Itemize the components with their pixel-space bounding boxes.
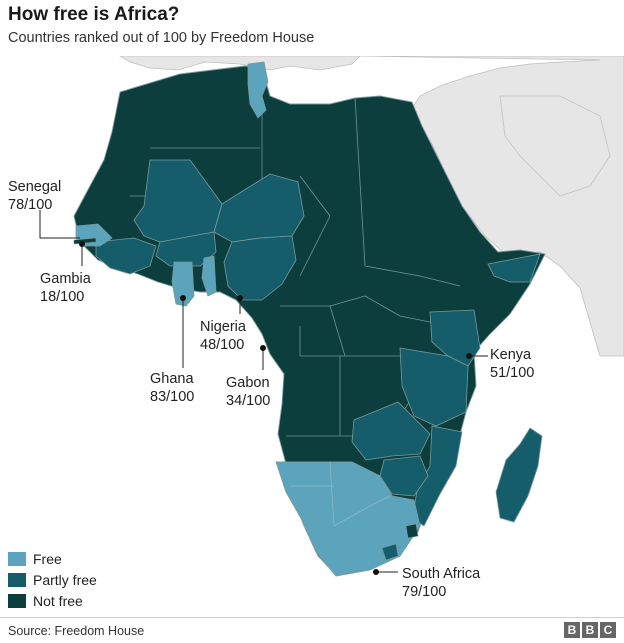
legend-label-partly-free: Partly free xyxy=(33,571,97,588)
chart-title: How free is Africa? xyxy=(8,4,180,25)
legend-item-free: Free xyxy=(8,548,97,569)
callout-senegal: Senegal 78/100 xyxy=(8,178,61,214)
lesotho-region xyxy=(381,543,399,561)
nigeria-region xyxy=(223,235,297,301)
callout-ghana: Ghana 83/100 xyxy=(150,370,194,406)
madagascar-region xyxy=(495,427,543,523)
gambia-dot xyxy=(79,241,85,247)
legend-swatch-free xyxy=(8,551,26,566)
africa-map xyxy=(0,56,624,616)
legend-label-free: Free xyxy=(33,550,62,567)
legend-item-not-free: Not free xyxy=(8,590,97,611)
senegal-leader xyxy=(39,210,80,239)
somalia-region xyxy=(487,253,541,283)
ghana-dot xyxy=(180,295,186,301)
callout-gambia-country: Gambia xyxy=(40,271,91,287)
callout-gambia-score: 18/100 xyxy=(40,289,85,305)
callout-gambia: Gambia 18/100 xyxy=(40,270,91,306)
callout-senegal-score: 78/100 xyxy=(8,197,53,213)
callout-gabon-score: 34/100 xyxy=(226,393,271,409)
bbc-logo: B B C xyxy=(564,622,616,638)
callout-ghana-score: 83/100 xyxy=(150,389,195,405)
tunisia-region xyxy=(247,61,269,119)
zambia-region xyxy=(351,401,431,461)
callout-nigeria-country: Nigeria xyxy=(200,319,246,335)
benin-region xyxy=(201,255,217,297)
legend-swatch-not-free xyxy=(8,593,26,608)
callout-south-africa: South Africa 79/100 xyxy=(402,565,480,601)
swaziland-region xyxy=(405,523,419,539)
callout-nigeria: Nigeria 48/100 xyxy=(200,318,246,354)
callout-gabon-country: Gabon xyxy=(226,375,270,391)
south-africa-dot xyxy=(373,569,379,575)
tanzania-region xyxy=(399,347,469,427)
southern-borders xyxy=(290,461,391,527)
callout-south-africa-score: 79/100 xyxy=(402,584,447,600)
callout-gabon: Gabon 34/100 xyxy=(226,374,270,410)
legend-item-partly-free: Partly free xyxy=(8,569,97,590)
bbc-logo-letter-1: B xyxy=(564,622,580,638)
callout-nigeria-score: 48/100 xyxy=(200,337,245,353)
ghana-region xyxy=(171,261,195,307)
bbc-logo-letter-3: C xyxy=(600,622,616,638)
bbc-logo-letter-2: B xyxy=(582,622,598,638)
legend-label-not-free: Not free xyxy=(33,592,83,609)
nigeria-dot xyxy=(237,295,243,301)
source-note: Source: Freedom House xyxy=(8,624,145,638)
callout-kenya-country: Kenya xyxy=(490,347,532,363)
legend-swatch-partly-free xyxy=(8,572,26,587)
footer-divider xyxy=(0,617,624,618)
chart-subtitle: Countries ranked out of 100 by Freedom H… xyxy=(8,30,315,46)
burkina-region xyxy=(155,231,217,267)
other-land-gulf xyxy=(499,95,611,197)
callout-south-africa-country: South Africa xyxy=(402,566,481,582)
legend: Free Partly free Not free xyxy=(8,548,97,611)
callout-kenya-score: 51/100 xyxy=(490,365,535,381)
kenya-dot xyxy=(466,353,472,359)
callout-senegal-country: Senegal xyxy=(8,179,62,195)
callout-ghana-country: Ghana xyxy=(150,371,194,387)
guinea-region xyxy=(95,237,157,275)
gabon-dot xyxy=(260,345,266,351)
callout-kenya: Kenya 51/100 xyxy=(490,346,534,382)
